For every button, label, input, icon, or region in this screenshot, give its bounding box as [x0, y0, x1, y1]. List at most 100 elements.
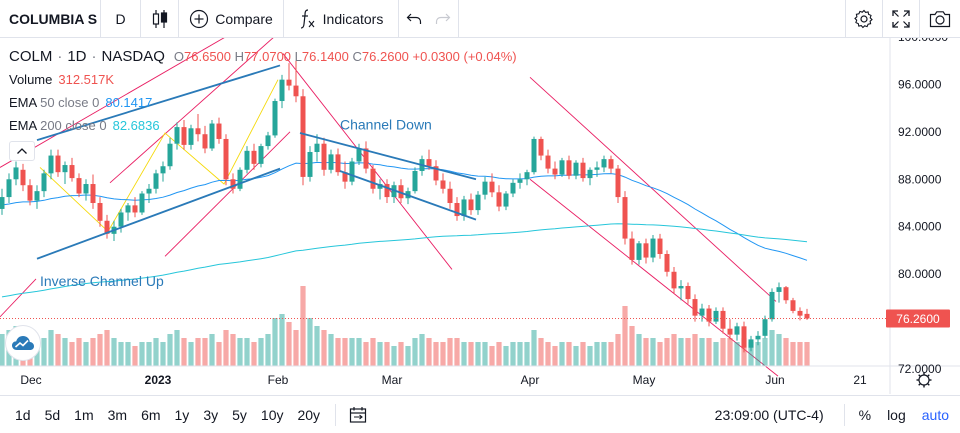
calendar-range-icon[interactable] — [348, 406, 368, 424]
volume-bar — [510, 342, 516, 366]
volume-bar — [167, 334, 173, 366]
candle — [496, 185, 502, 212]
undo-icon[interactable] — [406, 12, 422, 26]
volume-bar — [55, 334, 61, 366]
volume-bar — [447, 338, 453, 366]
candlesticks[interactable] — [0, 60, 810, 353]
candle — [209, 119, 215, 151]
range-button-6m[interactable]: 6m — [141, 406, 161, 423]
time-axis-gear-icon[interactable] — [916, 372, 932, 388]
range-button-5d[interactable]: 5d — [44, 406, 61, 423]
chart-area[interactable]: Channel Down Inverse Channel Up 100.0000 9… — [0, 38, 960, 394]
volume-bar — [755, 342, 761, 366]
volume-bar — [566, 342, 572, 366]
candle — [601, 155, 607, 173]
chart-type-button[interactable] — [141, 0, 179, 37]
volume-bar — [699, 338, 705, 366]
candle — [377, 179, 383, 200]
candle — [762, 315, 768, 339]
candle — [265, 131, 271, 150]
candle — [447, 181, 453, 209]
volume-bar — [265, 334, 271, 366]
drawings-front-layer[interactable]: Channel Down Inverse Channel Up — [36, 64, 477, 289]
candle — [328, 149, 334, 174]
candle — [531, 136, 537, 175]
volume-bar — [377, 342, 383, 366]
percent-scale-toggle[interactable]: % — [858, 406, 872, 423]
volume-bar — [90, 338, 96, 366]
candle — [279, 74, 285, 109]
range-button-1m[interactable]: 1m — [74, 406, 94, 423]
candle — [741, 321, 747, 353]
candle — [552, 161, 558, 180]
range-button-3m[interactable]: 3m — [107, 406, 128, 423]
candle — [398, 179, 404, 203]
candle — [748, 335, 754, 352]
candles-icon — [152, 9, 167, 28]
candle — [286, 63, 292, 91]
symbol-search[interactable]: COLUMBIA S — [0, 0, 101, 37]
volume-bar — [468, 342, 474, 366]
last-price-label: 76.2600 — [896, 312, 940, 326]
volume-bar — [720, 338, 726, 366]
volume-bar — [545, 342, 551, 366]
candle — [657, 233, 663, 259]
volume-bar — [97, 334, 103, 366]
time-tick-label: Apr — [521, 373, 540, 387]
volume-bar — [300, 286, 306, 366]
snapshot-button[interactable] — [920, 0, 960, 37]
compare-button[interactable]: Compare — [179, 0, 284, 37]
auto-scale-toggle[interactable]: auto — [921, 406, 949, 423]
candle — [188, 124, 194, 150]
range-button-1d[interactable]: 1d — [15, 406, 31, 423]
volume-bar — [76, 338, 82, 366]
indicators-button[interactable]: Indicators — [284, 0, 399, 37]
volume-bar — [594, 342, 600, 366]
range-button-20y[interactable]: 20y — [297, 406, 321, 423]
volume-bar — [713, 342, 719, 366]
drawings-layer[interactable] — [0, 38, 779, 377]
volume-bar — [776, 334, 782, 366]
volume-bar — [349, 338, 355, 366]
bottom-toolbar: 1d 5d 1m 3m 6m 1y 3y 5y 10y 20y 23:09:00 (UTC-4) … — [0, 395, 960, 433]
candle — [482, 176, 488, 200]
range-button-5y[interactable]: 5y — [232, 406, 247, 423]
volume-bar — [62, 338, 68, 366]
settings-button[interactable] — [846, 0, 883, 37]
brand-logo[interactable] — [6, 326, 40, 360]
volume-bar — [538, 338, 544, 366]
candle — [412, 167, 418, 194]
candle — [251, 143, 257, 170]
range-button-1y[interactable]: 1y — [174, 406, 190, 423]
volume-bar — [419, 334, 425, 366]
volume-bar — [573, 346, 579, 366]
range-button-3y[interactable]: 3y — [203, 406, 219, 423]
time-tick-label: Feb — [268, 373, 289, 387]
clock[interactable]: 23:09:00 (UTC-4) — [714, 406, 824, 423]
volume-bar — [531, 330, 537, 366]
volume-bar — [258, 338, 264, 366]
fullscreen-button[interactable] — [883, 0, 920, 37]
volume-bar — [69, 342, 75, 366]
volume-bar — [475, 342, 481, 366]
volume-bar — [685, 338, 691, 366]
volume-bar — [160, 342, 166, 366]
candle — [566, 155, 572, 180]
candle — [685, 282, 691, 304]
candle — [20, 163, 26, 192]
volume-bar — [83, 342, 89, 366]
legend-collapse-button[interactable] — [9, 141, 35, 161]
volume-bar — [629, 326, 635, 366]
volume-bar — [405, 346, 411, 366]
volume-bar — [251, 342, 257, 366]
interval-button[interactable]: D — [101, 0, 141, 37]
volume-bar — [664, 338, 670, 366]
range-button-10y[interactable]: 10y — [260, 406, 284, 423]
redo-icon[interactable] — [435, 12, 451, 26]
candle — [230, 173, 236, 194]
candle — [174, 122, 180, 150]
volume-bar — [391, 346, 397, 366]
candle — [587, 167, 593, 186]
price-chart[interactable]: Channel Down Inverse Channel Up 100.0000 9… — [0, 38, 960, 394]
log-scale-toggle[interactable]: log — [887, 406, 906, 423]
